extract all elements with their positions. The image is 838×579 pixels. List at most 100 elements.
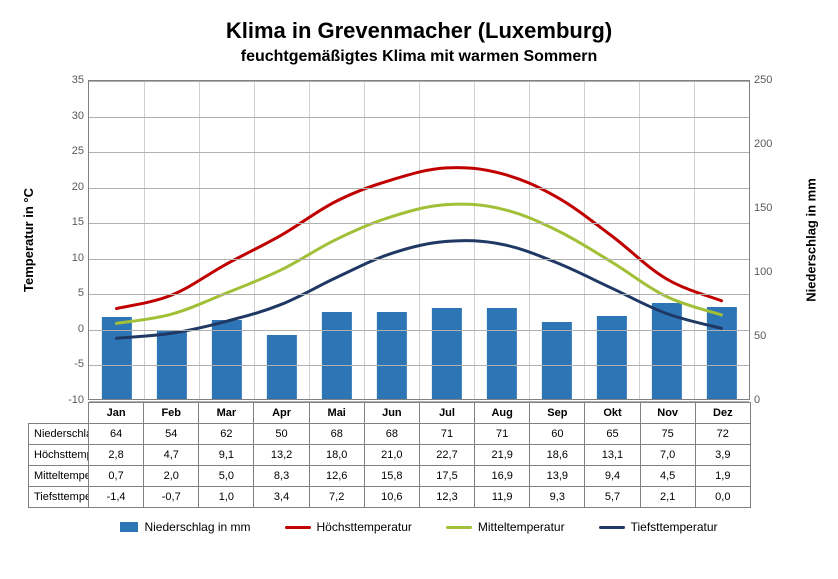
table-cell: 12,3 xyxy=(419,487,474,508)
table-cell: 0,7 xyxy=(89,466,144,487)
table-cell: 5,0 xyxy=(199,466,254,487)
chart-subtitle: feuchtgemäßigtes Klima mit warmen Sommer… xyxy=(0,48,838,66)
month-header: Mar xyxy=(199,403,254,424)
table-cell: 3,4 xyxy=(254,487,309,508)
y-right-tick: 250 xyxy=(754,74,804,86)
table-cell: 13,9 xyxy=(530,466,585,487)
month-header: Sep xyxy=(530,403,585,424)
table-cell: 13,1 xyxy=(585,445,640,466)
table-cell: 7,0 xyxy=(640,445,695,466)
table-cell: 50 xyxy=(254,424,309,445)
y-left-tick: 5 xyxy=(34,287,84,299)
y-left-tick: 25 xyxy=(34,145,84,157)
month-header: Jun xyxy=(364,403,419,424)
line-series-layer xyxy=(89,81,749,399)
table-cell: 18,6 xyxy=(530,445,585,466)
y-left-tick: 10 xyxy=(34,252,84,264)
y-axis-left-title: Temperatur in °C xyxy=(21,188,36,292)
table-cell: 68 xyxy=(364,424,419,445)
table-cell: 5,7 xyxy=(585,487,640,508)
data-table: JanFebMarAprMaiJunJulAugSepOktNovDezNied… xyxy=(28,402,811,508)
table-cell: 1,0 xyxy=(199,487,254,508)
row-label: Niederschlag in mm xyxy=(29,424,89,445)
mean-line xyxy=(117,204,722,323)
table-cell: 54 xyxy=(144,424,199,445)
table-cell: -0,7 xyxy=(144,487,199,508)
plot-area xyxy=(88,80,750,400)
legend-item-mean: Mitteltemperatur xyxy=(446,520,565,534)
row-label: Mitteltemperatur xyxy=(29,466,89,487)
legend-item-low: Tiefsttemperatur xyxy=(599,520,718,534)
month-header: Mai xyxy=(309,403,364,424)
y-left-tick: -5 xyxy=(34,358,84,370)
chart-title: Klima in Grevenmacher (Luxemburg) xyxy=(0,18,838,44)
table-cell: 9,1 xyxy=(199,445,254,466)
month-header: Apr xyxy=(254,403,309,424)
month-header: Feb xyxy=(144,403,199,424)
table-cell: 4,7 xyxy=(144,445,199,466)
legend-label: Niederschlag in mm xyxy=(144,520,250,534)
legend-item-high: Höchsttemperatur xyxy=(285,520,412,534)
legend: Niederschlag in mm Höchsttemperatur Mittel… xyxy=(0,520,838,534)
y-left-tick: 0 xyxy=(34,323,84,335)
legend-swatch-box xyxy=(120,522,138,532)
table-cell: 7,2 xyxy=(309,487,364,508)
y-left-tick: 30 xyxy=(34,110,84,122)
climate-chart: Klima in Grevenmacher (Luxemburg) feucht… xyxy=(0,0,838,579)
y-left-tick: 20 xyxy=(34,181,84,193)
table-cell: 4,5 xyxy=(640,466,695,487)
table-cell: 21,0 xyxy=(364,445,419,466)
y-left-tick: 35 xyxy=(34,74,84,86)
table-cell: 8,3 xyxy=(254,466,309,487)
table-cell: 2,8 xyxy=(89,445,144,466)
y-right-tick: 50 xyxy=(754,330,804,342)
table-cell: 9,4 xyxy=(585,466,640,487)
table-cell: 72 xyxy=(695,424,750,445)
table-cell: 10,6 xyxy=(364,487,419,508)
legend-label: Tiefsttemperatur xyxy=(631,520,718,534)
legend-label: Höchsttemperatur xyxy=(317,520,412,534)
y-left-tick: -10 xyxy=(34,394,84,406)
y-axis-right-title: Niederschlag in mm xyxy=(804,178,819,302)
table-cell: 13,2 xyxy=(254,445,309,466)
legend-swatch-line xyxy=(446,526,472,529)
table-cell: 75 xyxy=(640,424,695,445)
table-cell: 0,0 xyxy=(695,487,750,508)
table-cell: 1,9 xyxy=(695,466,750,487)
table-cell: 18,0 xyxy=(309,445,364,466)
table-cell: 60 xyxy=(530,424,585,445)
table-cell: 68 xyxy=(309,424,364,445)
y-right-tick: 150 xyxy=(754,202,804,214)
row-label: Tiefsttemperatur xyxy=(29,487,89,508)
table-row: Niederschlag in mm6454625068687171606575… xyxy=(29,424,811,445)
legend-label: Mitteltemperatur xyxy=(478,520,565,534)
table-cell: 15,8 xyxy=(364,466,419,487)
y-right-tick: 100 xyxy=(754,266,804,278)
table-cell: 21,9 xyxy=(475,445,530,466)
table-cell: 71 xyxy=(475,424,530,445)
table-row: Tiefsttemperatur-1,4-0,71,03,47,210,612,… xyxy=(29,487,811,508)
legend-item-precip: Niederschlag in mm xyxy=(120,520,250,534)
table-cell: 12,6 xyxy=(309,466,364,487)
table-header-row: JanFebMarAprMaiJunJulAugSepOktNovDez xyxy=(29,403,811,424)
month-header: Nov xyxy=(640,403,695,424)
table-cell: 9,3 xyxy=(530,487,585,508)
month-header: Dez xyxy=(695,403,750,424)
low-line xyxy=(117,241,722,339)
table-cell: 17,5 xyxy=(419,466,474,487)
legend-swatch-line xyxy=(285,526,311,529)
table-cell: 64 xyxy=(89,424,144,445)
y-right-tick: 0 xyxy=(754,394,804,406)
table-cell: 2,0 xyxy=(144,466,199,487)
table-cell: 71 xyxy=(419,424,474,445)
table-cell: 65 xyxy=(585,424,640,445)
month-header: Okt xyxy=(585,403,640,424)
table-row: Mitteltemperatur0,72,05,08,312,615,817,5… xyxy=(29,466,811,487)
table-cell: 11,9 xyxy=(475,487,530,508)
table-cell: 16,9 xyxy=(475,466,530,487)
month-header: Aug xyxy=(475,403,530,424)
high-line xyxy=(117,168,722,309)
month-header: Jan xyxy=(89,403,144,424)
row-label: Höchsttemperatur xyxy=(29,445,89,466)
legend-swatch-line xyxy=(599,526,625,529)
